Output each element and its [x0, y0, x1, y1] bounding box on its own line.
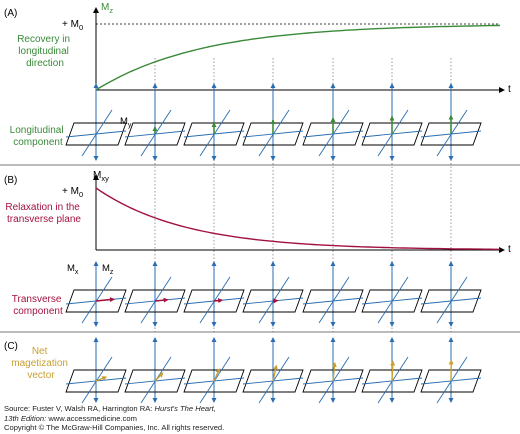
net-magnetization-vector	[331, 362, 337, 382]
xy-plane	[361, 122, 423, 146]
xy-plane	[65, 122, 127, 146]
panel-b-title: Relaxation in the transverse plane	[5, 202, 82, 225]
net-magnetization-vector	[95, 376, 108, 382]
net-magnetization-vector	[213, 368, 221, 382]
panel-a-plane-row	[65, 83, 482, 161]
panel-a-recovery-curve	[95, 24, 500, 91]
transverse-vector	[213, 298, 224, 304]
panel-a-graph: (A) Mz + M0 t Recovery in longitudinal d…	[4, 2, 511, 148]
xy-plane	[302, 369, 364, 393]
net-magnetization-vector	[272, 364, 278, 382]
y-axis-line	[199, 276, 231, 324]
y-axis-line	[436, 109, 468, 157]
credit-line-3: Copyright © The McGraw-Hill Companies, I…	[4, 423, 225, 433]
y-axis-line	[436, 276, 468, 324]
transverse-vector	[95, 297, 115, 303]
y-axis-line	[377, 356, 409, 404]
panel-c-plane-row	[65, 337, 482, 404]
net-magnetization-vector	[390, 360, 396, 382]
y-axis-line	[140, 276, 172, 324]
panel-a-component-label: Longitudinal component	[10, 125, 67, 148]
panel-b-label: (B)	[4, 175, 17, 186]
panel-c-title: Net magetization vector	[11, 346, 70, 381]
panel-b-mz-label: Mz	[102, 263, 114, 276]
y-axis-line	[436, 356, 468, 404]
y-axis-line	[318, 109, 350, 157]
net-magnetization-vector	[154, 372, 164, 382]
credit-line-2: 13th Edition: www.accessmedicine.com	[4, 413, 137, 423]
xy-plane	[242, 122, 304, 146]
xy-plane	[183, 122, 245, 146]
y-axis-line	[140, 109, 172, 157]
source-credits: Source: Fuster V, Walsh RA, Harrington R…	[4, 404, 224, 433]
xy-plane	[124, 122, 186, 146]
xy-plane	[302, 289, 364, 313]
xy-plane	[124, 289, 186, 313]
y-axis-line	[258, 356, 290, 404]
panel-b-component-label: Transverse component	[12, 294, 64, 317]
panel-c-label: (C)	[4, 341, 18, 352]
xy-plane	[65, 289, 127, 313]
xy-plane	[124, 369, 186, 393]
panel-b-mx-label: Mx	[67, 263, 79, 276]
panel-b-graph: (B) Mxy + M0 t Relaxation in the transve…	[4, 170, 511, 317]
xy-plane	[183, 369, 245, 393]
panel-a-title: Recovery in longitudinal direction	[17, 34, 73, 69]
credit-line-1: Source: Fuster V, Walsh RA, Harrington R…	[4, 404, 216, 413]
y-axis-line	[377, 109, 409, 157]
y-axis-line	[81, 109, 113, 157]
y-axis-line	[81, 276, 113, 324]
xy-plane	[420, 122, 482, 146]
panel-b-t-label: t	[508, 244, 511, 255]
panel-a-m0-label: + M0	[62, 19, 83, 32]
panel-b-plane-row	[65, 261, 482, 327]
panel-b-y-label: Mxy	[93, 170, 109, 183]
y-axis-line	[258, 109, 290, 157]
y-axis-line	[199, 109, 231, 157]
panel-b-m0-label: + M0	[62, 186, 83, 199]
y-axis-line	[318, 276, 350, 324]
xy-plane	[183, 289, 245, 313]
panel-b-decay-curve	[95, 187, 500, 250]
y-axis-line	[318, 356, 350, 404]
xy-plane	[361, 369, 423, 393]
panel-a-label: (A)	[4, 8, 17, 19]
y-axis-line	[377, 276, 409, 324]
panel-a-y-label: Mz	[101, 2, 113, 15]
xy-plane	[420, 369, 482, 393]
xy-plane	[302, 122, 364, 146]
panel-a-t-label: t	[508, 84, 511, 95]
xy-plane	[242, 369, 304, 393]
xy-plane	[420, 289, 482, 313]
panel-a-my-label: My	[120, 116, 132, 129]
xy-plane	[361, 289, 423, 313]
panel-c-labels: (C) Net magetization vector	[4, 341, 70, 381]
xy-plane	[242, 289, 304, 313]
transverse-vector	[154, 297, 169, 303]
xy-plane	[65, 369, 127, 393]
